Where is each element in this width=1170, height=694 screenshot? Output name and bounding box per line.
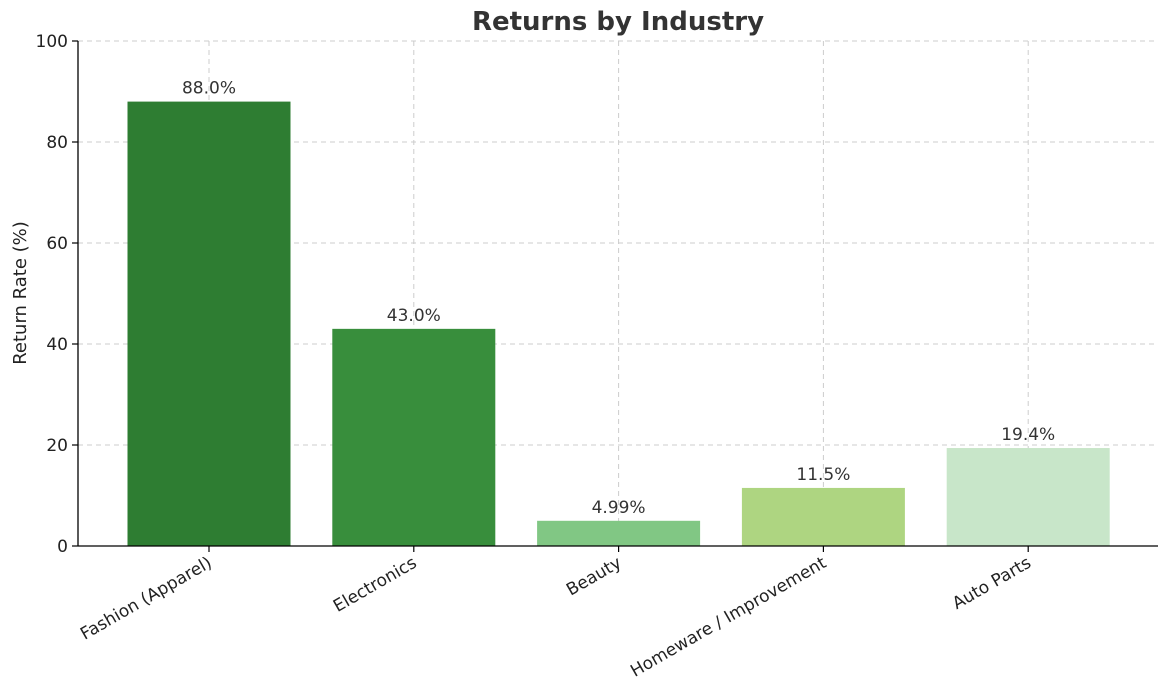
data-labels: 88.0% 43.0% 4.99% 11.5% 19.4% — [182, 79, 1055, 518]
data-label: 4.99% — [592, 498, 646, 518]
x-tick-label: Auto Parts — [949, 553, 1035, 614]
bar — [332, 328, 496, 546]
data-label: 11.5% — [796, 465, 850, 485]
y-tick-label: 20 — [46, 436, 68, 456]
bar — [741, 487, 905, 546]
x-axis-ticks: Fashion (Apparel) Electronics Beauty Homewa… — [77, 546, 1035, 682]
y-tick-label: 0 — [57, 537, 68, 557]
data-label: 88.0% — [182, 79, 236, 99]
y-tick-label: 100 — [36, 32, 68, 52]
x-tick-label: Homeware / Improvement — [627, 553, 830, 682]
data-label: 19.4% — [1001, 425, 1055, 445]
y-axis-label: Return Rate (%) — [10, 221, 31, 365]
x-tick-label: Electronics — [330, 553, 420, 617]
y-tick-label: 80 — [46, 133, 68, 153]
bar — [946, 448, 1110, 546]
x-tick-label: Beauty — [563, 553, 625, 600]
y-tick-label: 60 — [46, 234, 68, 254]
data-label: 43.0% — [387, 306, 441, 326]
bar — [537, 520, 701, 546]
y-tick-label: 40 — [46, 335, 68, 355]
x-tick-label: Fashion (Apparel) — [77, 553, 215, 644]
chart-title: Returns by Industry — [472, 7, 764, 37]
bars — [127, 101, 1110, 546]
y-axis-ticks: 0 20 40 60 80 100 — [36, 32, 78, 557]
bar — [127, 101, 291, 546]
